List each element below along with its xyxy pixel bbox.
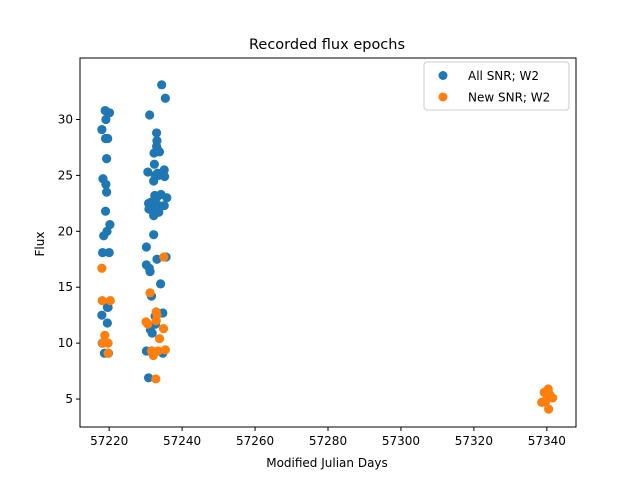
x-tick-label: 57260 [236, 434, 274, 448]
data-point [152, 254, 162, 264]
data-point [97, 296, 107, 306]
y-axis: 5 10 15 20 25 30 [58, 113, 80, 406]
y-tick-label: 30 [58, 113, 73, 127]
data-point [154, 147, 165, 157]
x-axis: 57220 57240 57260 57280 57300 57320 57340 [90, 427, 566, 448]
x-axis-label: Modified Julian Days [266, 456, 388, 470]
series-new-snr [97, 252, 558, 414]
data-point [152, 199, 162, 210]
data-point [101, 114, 111, 125]
data-point [160, 345, 170, 355]
data-point [160, 93, 170, 103]
y-axis-label: Flux [33, 232, 47, 257]
data-point [149, 159, 159, 169]
data-point [143, 319, 153, 329]
data-point [101, 179, 111, 189]
data-point [143, 167, 153, 177]
data-point [100, 330, 110, 340]
data-point [145, 288, 155, 298]
data-point [154, 334, 165, 344]
data-point [157, 80, 167, 90]
legend-label-new-snr: New SNR; W2 [468, 91, 550, 105]
data-point [159, 165, 169, 175]
data-point [149, 176, 159, 186]
data-point [105, 296, 115, 306]
data-point [151, 374, 161, 384]
data-point [159, 252, 169, 262]
data-point [104, 247, 114, 258]
data-point [104, 108, 115, 118]
y-tick-label: 10 [58, 336, 73, 350]
legend-box [423, 61, 570, 111]
data-point [540, 397, 550, 407]
x-tick-label: 57240 [163, 434, 201, 448]
data-point [158, 324, 169, 334]
data-point [141, 242, 151, 252]
x-tick-label: 57320 [455, 434, 493, 448]
data-point [103, 133, 113, 144]
legend: All SNR; W2 New SNR; W2 [423, 61, 570, 111]
data-point [98, 247, 108, 258]
data-point [102, 154, 112, 164]
data-point [149, 230, 159, 240]
data-point [103, 338, 113, 348]
data-point [99, 231, 109, 241]
data-point [548, 393, 558, 403]
data-point [162, 193, 172, 203]
data-point [97, 263, 107, 273]
legend-marker-all-snr [438, 71, 448, 80]
plot-area [97, 80, 558, 414]
y-tick-label: 20 [58, 224, 73, 238]
plot-frame [79, 57, 577, 428]
legend-marker-new-snr [438, 92, 448, 102]
data-point [145, 266, 155, 277]
data-point [153, 346, 163, 356]
data-point [160, 171, 170, 182]
data-point [102, 318, 112, 328]
data-point [103, 348, 113, 358]
legend-label-all-snr: All SNR; W2 [468, 69, 539, 83]
data-point [145, 110, 155, 120]
x-tick-label: 57340 [528, 434, 566, 448]
data-point [151, 316, 161, 326]
x-tick-label: 57220 [90, 434, 128, 448]
data-point [149, 211, 159, 221]
x-tick-label: 57300 [382, 434, 420, 448]
data-point [143, 373, 154, 383]
data-point [159, 201, 169, 211]
y-tick-label: 5 [65, 392, 73, 406]
data-point [102, 187, 112, 197]
x-tick-label: 57280 [309, 434, 347, 448]
data-point [151, 128, 162, 138]
data-point [100, 206, 111, 216]
data-point [156, 279, 166, 289]
y-tick-label: 15 [58, 280, 73, 294]
data-point [147, 328, 157, 338]
data-point [97, 124, 107, 135]
data-point [97, 310, 107, 320]
chart-title: Recorded flux epochs [249, 37, 405, 53]
y-tick-label: 25 [58, 168, 73, 182]
